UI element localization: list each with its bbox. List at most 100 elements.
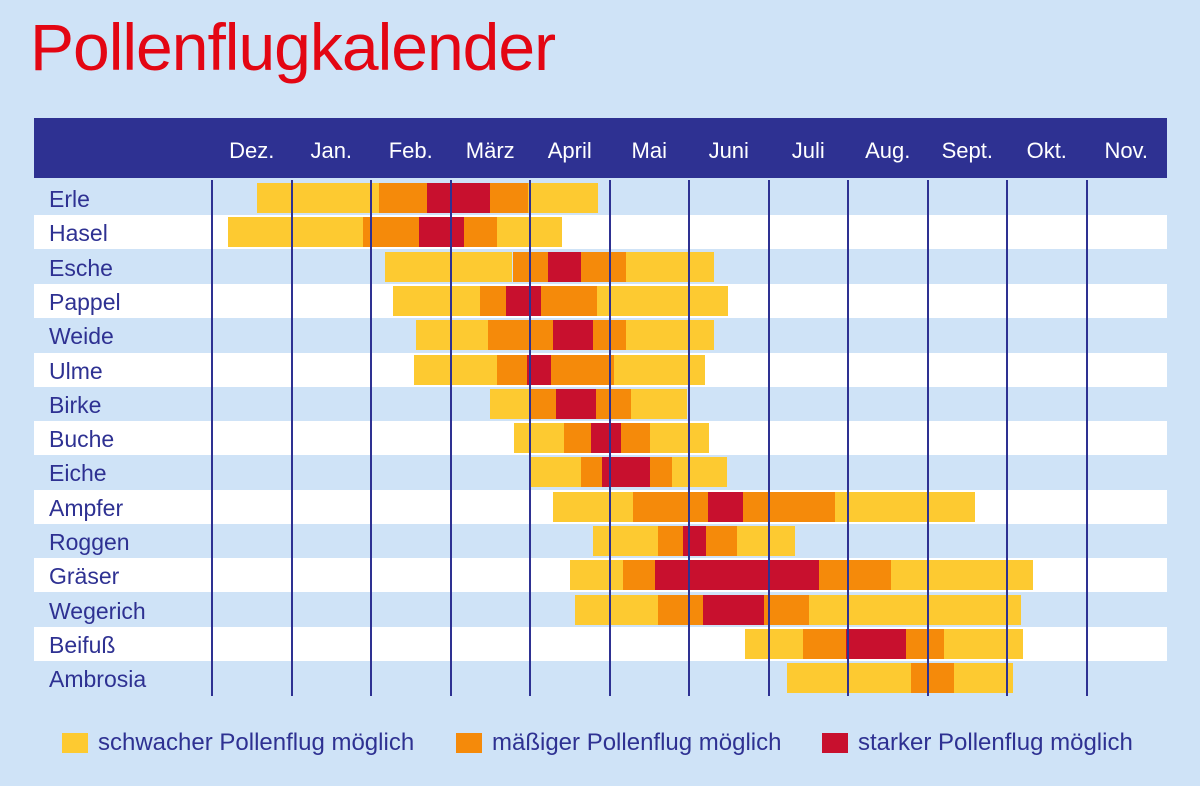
pollen-bar-schwach: [514, 423, 565, 454]
row-label: Hasel: [49, 220, 108, 247]
month-label: Nov.: [1104, 138, 1149, 163]
pollen-bar-schwach: [630, 388, 687, 419]
pollen-bar-schwach: [490, 388, 530, 419]
pollen-bar-stark: [548, 251, 581, 282]
month-label: Jan.: [310, 138, 353, 163]
pollen-bar-stark: [845, 628, 907, 659]
pollen-bar-schwach: [553, 491, 634, 522]
month-gridline: [926, 180, 929, 696]
pollen-bar-stark: [654, 560, 819, 591]
pollen-bar-maessig: [479, 285, 507, 316]
page-title: Pollenflugkalender: [30, 10, 556, 84]
legend-item-schwach: schwacher Pollenflug möglich: [62, 725, 414, 761]
month-gridline: [847, 180, 849, 696]
month-label: Juli: [791, 138, 825, 163]
pollen-bar-maessig: [706, 526, 737, 556]
month-gridline: [608, 180, 611, 696]
pollen-bar-schwach: [393, 285, 480, 316]
month-gridline: [449, 180, 452, 696]
pollen-bar-schwach: [835, 491, 976, 522]
row-label: Erle: [49, 186, 90, 212]
legend-level-text: mäßiger: [492, 729, 581, 756]
pollen-bar-maessig: [650, 457, 673, 488]
pollen-bar-maessig: [363, 217, 419, 248]
row-background: [34, 181, 1167, 215]
pollen-bar-stark: [708, 491, 744, 522]
row-label: Esche: [49, 254, 113, 281]
legend-suffix-text: Pollenflug möglich: [580, 729, 782, 756]
month-gridline: [211, 180, 213, 696]
pollen-bar-schwach: [672, 457, 728, 488]
pollen-bar-maessig: [487, 320, 554, 351]
pollen-bar-maessig: [743, 491, 836, 522]
row-label: Roggen: [49, 529, 130, 555]
pollen-bar-maessig: [623, 560, 655, 591]
pollen-bar-schwach: [744, 628, 804, 659]
row-label: Pappel: [49, 288, 121, 315]
pollen-bar-schwach: [227, 217, 364, 248]
legend-swatch: [62, 733, 88, 753]
month-gridline: [529, 180, 531, 696]
row-label: Buche: [49, 426, 115, 453]
pollen-bar-schwach: [809, 594, 1021, 625]
pollen-bar-stark: [556, 388, 596, 419]
pollen-bar-maessig: [464, 217, 497, 248]
pollen-bar-schwach: [596, 285, 728, 316]
pollen-bar-maessig: [580, 251, 627, 282]
pollen-bar-stark: [418, 217, 464, 248]
pollen-bar-maessig: [620, 423, 651, 454]
pollen-bar-stark: [683, 526, 707, 556]
row-label: Eiche: [49, 460, 107, 487]
month-gridline: [290, 180, 293, 696]
row-label: Birke: [49, 391, 102, 418]
pollen-bar-schwach: [626, 320, 715, 351]
pollen-bar-maessig: [564, 423, 592, 454]
month-label: Juni: [708, 138, 749, 163]
month-gridline: [767, 180, 770, 696]
month-gridline: [1006, 180, 1008, 696]
pollen-bar-maessig: [633, 491, 709, 522]
pollen-bar-schwach: [530, 457, 581, 488]
legend-suffix-text: Pollenflug möglich: [212, 729, 415, 756]
month-label: Feb.: [388, 138, 433, 163]
pollen-bar-stark: [526, 354, 551, 385]
row-label: Ampfer: [49, 494, 124, 521]
pollen-bar-schwach: [384, 251, 513, 282]
pollen-bar-maessig: [910, 663, 954, 694]
pollen-bar-maessig: [763, 594, 810, 625]
pollen-bar-maessig: [657, 594, 703, 625]
pollen-bar-maessig: [550, 354, 615, 385]
pollen-bar-maessig: [657, 526, 684, 556]
pollen-bar-schwach: [413, 354, 498, 385]
pollen-bar-stark: [702, 594, 764, 625]
month-label: Dez.: [229, 138, 275, 163]
row-label: Gräser: [49, 563, 120, 590]
pollen-bar-stark: [553, 320, 593, 351]
pollen-bar-schwach: [953, 663, 1013, 694]
row-label: Wegerich: [49, 597, 146, 624]
month-label: Okt.: [1026, 138, 1067, 163]
month-label: Mai: [631, 138, 667, 163]
pollen-bar-maessig: [595, 388, 631, 419]
month-gridline: [688, 180, 690, 696]
legend-item-maessig: mäßiger Pollenflug möglich: [456, 725, 781, 761]
row-label: Ulme: [49, 357, 103, 384]
legend-item-stark: starker Pollenflug möglich: [822, 725, 1133, 761]
row-label: Ambrosia: [49, 666, 147, 693]
pollen-bar-maessig: [490, 183, 528, 213]
pollen-bar-schwach: [569, 560, 623, 591]
pollen-bar-schwach: [415, 320, 488, 351]
pollen-bar-schwach: [614, 354, 705, 385]
row-background: [34, 215, 1167, 250]
legend-level-text: schwacher: [98, 729, 213, 756]
month-label: Aug.: [865, 138, 911, 163]
pollen-bar-schwach: [650, 423, 709, 454]
pollen-bar-schwach: [890, 560, 1034, 591]
pollen-bar-schwach: [256, 183, 379, 213]
row-label: Beifuß: [49, 631, 116, 658]
legend-swatch: [456, 733, 482, 753]
month-header-bar: [34, 118, 1167, 178]
pollen-bar-stark: [591, 423, 621, 454]
pollen-bar-maessig: [541, 285, 597, 316]
pollen-bar-schwach: [575, 594, 658, 625]
